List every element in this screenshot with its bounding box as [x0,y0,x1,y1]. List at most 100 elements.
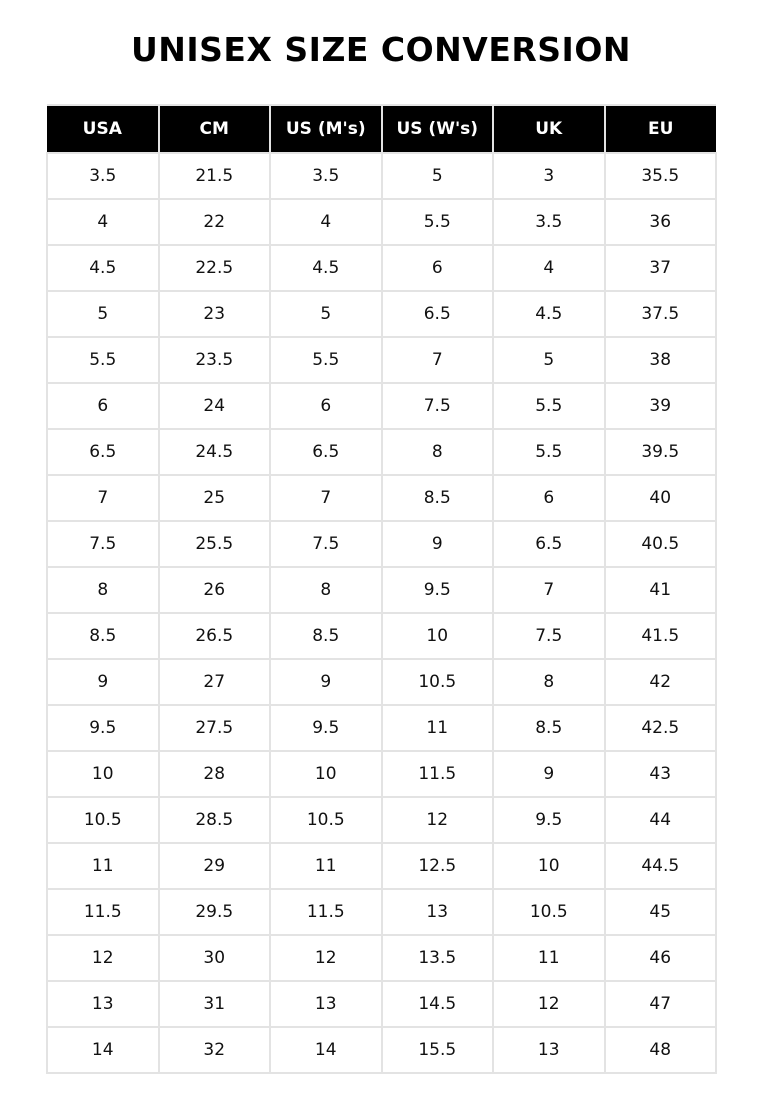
table-cell: 39.5 [603,428,717,476]
table-cell: 8 [46,566,160,614]
table-cell: 40 [603,474,717,522]
table-cell: 4.5 [46,244,160,292]
column-header: UK [492,104,605,153]
table-row: 12 30 12 13.5 11 46 [46,934,717,982]
table-cell: 28 [157,750,271,798]
table-cell: 10.5 [269,796,383,844]
table-cell: 13 [46,980,160,1028]
table-cell: 26.5 [157,612,271,660]
table-cell: 13 [269,980,383,1028]
table-cell: 10.5 [380,658,494,706]
table-cell: 7.5 [269,520,383,568]
table-cell: 39 [603,382,717,430]
table-row: 5 23 5 6.5 4.5 37.5 [46,290,717,338]
column-header: USA [47,104,159,153]
table-cell: 36 [603,198,717,246]
table-cell: 45 [603,888,717,936]
table-cell: 8 [492,658,606,706]
table-cell: 4.5 [492,290,606,338]
table-cell: 11 [269,842,383,890]
table-cell: 12 [492,980,606,1028]
table-cell: 48 [603,1026,717,1074]
table-cell: 9.5 [492,796,606,844]
table-cell: 22.5 [157,244,271,292]
table-cell: 5 [269,290,383,338]
table-row: 7 25 7 8.5 6 40 [46,474,717,522]
table-row: 6.5 24.5 6.5 8 5.5 39.5 [46,428,717,476]
table-cell: 14 [46,1026,160,1074]
table-cell: 14 [269,1026,383,1074]
table-cell: 28.5 [157,796,271,844]
table-row: 4 22 4 5.5 3.5 36 [46,198,717,246]
table-row: 14 32 14 15.5 13 48 [46,1026,717,1074]
table-cell: 42.5 [603,704,717,752]
table-row: 6 24 6 7.5 5.5 39 [46,382,717,430]
table-row: 7.5 25.5 7.5 9 6.5 40.5 [46,520,717,568]
table-cell: 9 [46,658,160,706]
table-cell: 44.5 [603,842,717,890]
table-cell: 27.5 [157,704,271,752]
table-row: 5.5 23.5 5.5 7 5 38 [46,336,717,384]
table-cell: 47 [603,980,717,1028]
table-cell: 24 [157,382,271,430]
table-cell: 29.5 [157,888,271,936]
table-row: 11 29 11 12.5 10 44.5 [46,842,717,890]
column-header: US (M's) [269,104,382,153]
table-cell: 8.5 [269,612,383,660]
table-cell: 11.5 [380,750,494,798]
table-cell: 6 [380,244,494,292]
table-cell: 9 [269,658,383,706]
table-cell: 26 [157,566,271,614]
table-cell: 6 [269,382,383,430]
table-row: 10.5 28.5 10.5 12 9.5 44 [46,796,717,844]
table-cell: 11.5 [269,888,383,936]
table-cell: 14.5 [380,980,494,1028]
table-cell: 27 [157,658,271,706]
table-cell: 23 [157,290,271,338]
table-row: 8.5 26.5 8.5 10 7.5 41.5 [46,612,717,660]
table-row: 8 26 8 9.5 7 41 [46,566,717,614]
table-cell: 12.5 [380,842,494,890]
table-cell: 12 [380,796,494,844]
page-title: UNISEX SIZE CONVERSION [130,30,632,69]
table-cell: 8.5 [380,474,494,522]
table-cell: 8.5 [492,704,606,752]
table-cell: 6.5 [380,290,494,338]
table-cell: 9 [492,750,606,798]
table-cell: 8.5 [46,612,160,660]
table-cell: 3.5 [492,198,606,246]
size-conversion-table: USA CM US (M's) US (W's) UK EU 3.5 21.5 3.5 5 3 35… [46,104,717,1074]
table-cell: 41.5 [603,612,717,660]
table-cell: 9.5 [46,704,160,752]
table-cell: 25.5 [157,520,271,568]
column-header: CM [157,104,270,153]
table-cell: 5.5 [380,198,494,246]
table-cell: 6 [46,382,160,430]
table-cell: 13 [492,1026,606,1074]
table-cell: 35.5 [603,152,717,200]
table-cell: 6 [492,474,606,522]
table-cell: 7 [46,474,160,522]
table-cell: 22 [157,198,271,246]
table-cell: 12 [269,934,383,982]
table-cell: 15.5 [380,1026,494,1074]
table-cell: 9.5 [269,704,383,752]
table-cell: 5.5 [492,428,606,476]
table-cell: 10 [492,842,606,890]
table-cell: 43 [603,750,717,798]
table-cell: 41 [603,566,717,614]
table-cell: 38 [603,336,717,384]
table-cell: 42 [603,658,717,706]
table-cell: 37.5 [603,290,717,338]
table-cell: 40.5 [603,520,717,568]
table-cell: 46 [603,934,717,982]
table-cell: 7.5 [380,382,494,430]
table-cell: 4.5 [269,244,383,292]
table-cell: 13 [380,888,494,936]
table-cell: 12 [46,934,160,982]
table-cell: 31 [157,980,271,1028]
table-cell: 11 [380,704,494,752]
table-cell: 10 [46,750,160,798]
table-cell: 21.5 [157,152,271,200]
table-cell: 24.5 [157,428,271,476]
